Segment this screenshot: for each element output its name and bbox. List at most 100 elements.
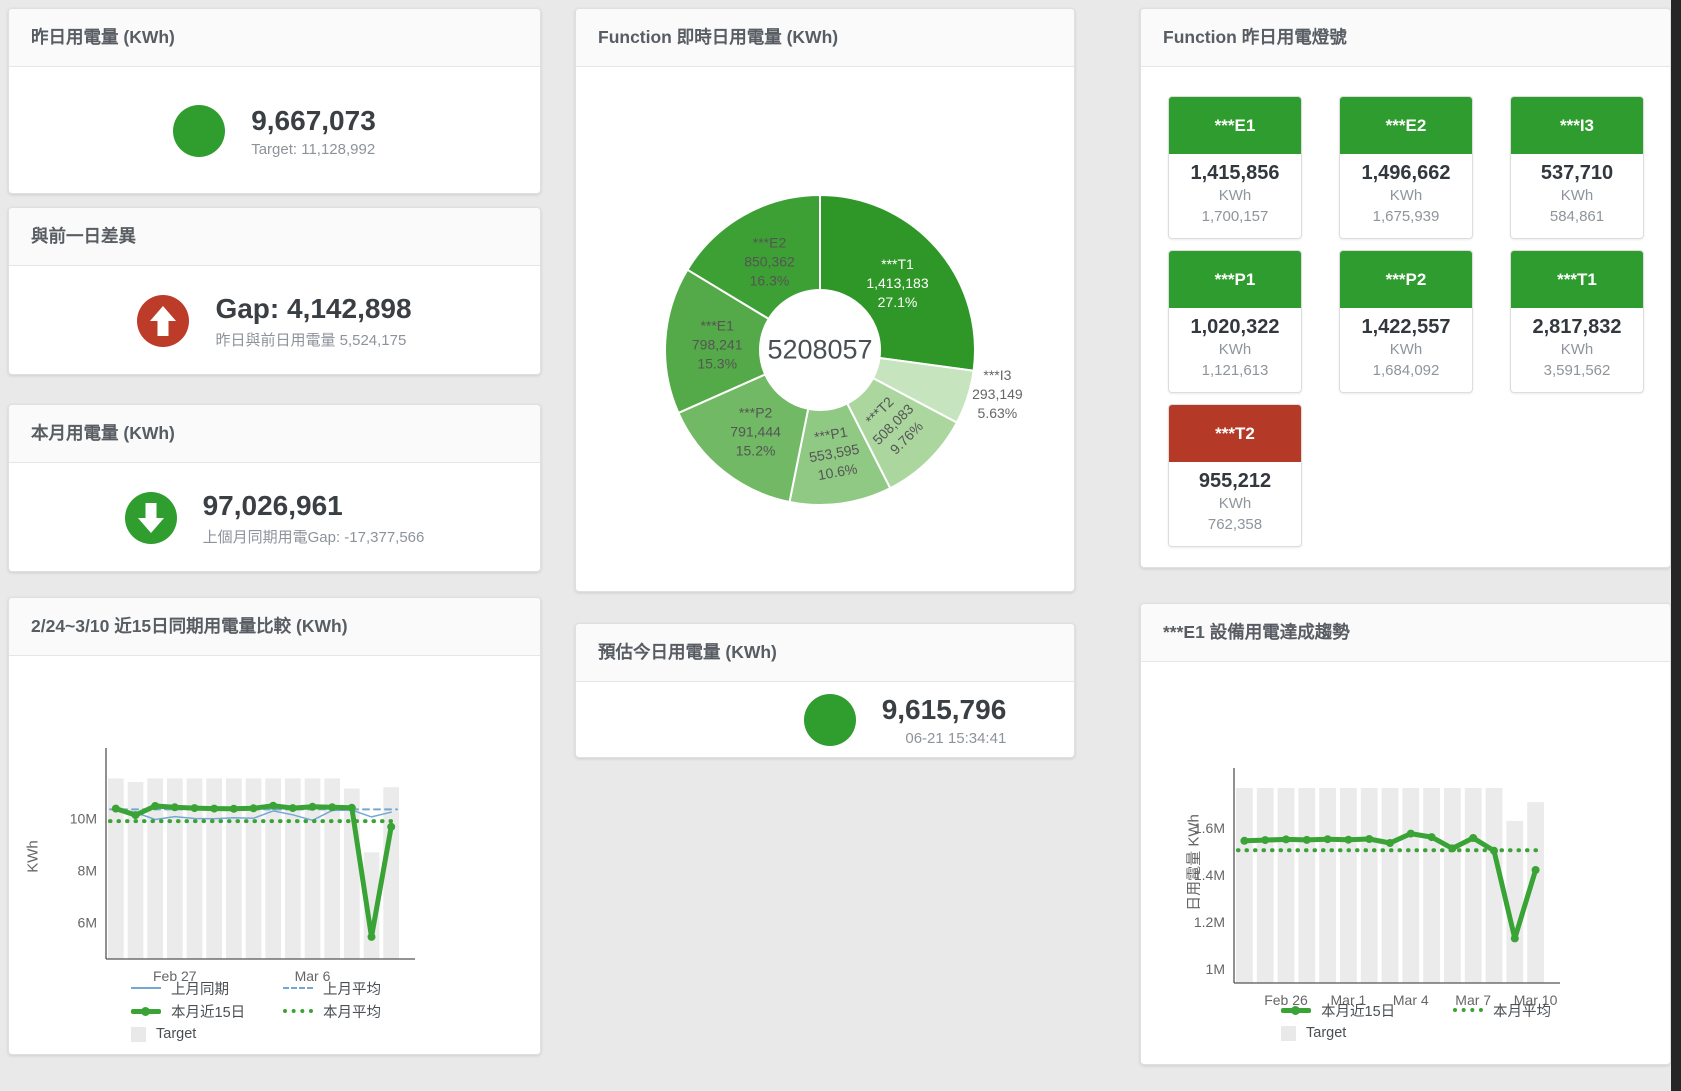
target-bar[interactable] bbox=[1485, 788, 1503, 983]
series-point[interactable] bbox=[1344, 835, 1353, 844]
target-bar[interactable] bbox=[1319, 788, 1336, 983]
target-bar[interactable] bbox=[167, 778, 183, 959]
legend-swatch bbox=[1453, 1008, 1483, 1012]
series-point[interactable] bbox=[1490, 846, 1498, 855]
target-bar[interactable] bbox=[1464, 788, 1482, 983]
y-tick: 1.4M bbox=[1194, 867, 1225, 883]
series-point[interactable] bbox=[1448, 844, 1457, 853]
kpi-value: 9,667,073 bbox=[251, 104, 376, 136]
legend-label: 本月平均 bbox=[323, 1004, 381, 1021]
target-bar[interactable] bbox=[1360, 788, 1378, 983]
series-point[interactable] bbox=[170, 803, 179, 812]
series-point[interactable] bbox=[347, 803, 356, 812]
series-point[interactable] bbox=[1261, 836, 1270, 845]
light-tile-***E1: ***E1 1,415,856 KWh 1,700,157 bbox=[1168, 96, 1302, 239]
target-bar[interactable] bbox=[147, 778, 163, 959]
series-point[interactable] bbox=[269, 801, 278, 810]
target-bar[interactable] bbox=[1444, 788, 1461, 983]
target-bar[interactable] bbox=[1277, 788, 1295, 983]
series-point[interactable] bbox=[288, 804, 297, 813]
status-circle-icon bbox=[803, 694, 856, 746]
tile-unit: KWh bbox=[1560, 187, 1594, 204]
series-point[interactable] bbox=[1302, 835, 1311, 844]
target-bar[interactable] bbox=[127, 782, 144, 959]
series-point[interactable] bbox=[229, 804, 238, 813]
series-point[interactable] bbox=[328, 803, 337, 812]
tile-target: 1,684,092 bbox=[1372, 362, 1440, 379]
card-yesterday-lights: Function 昨日用電燈號 ***E1 1,415,856 KWh 1,700,1… bbox=[1140, 8, 1671, 568]
series-point[interactable] bbox=[1427, 833, 1436, 842]
legend-item-上月平均[interactable]: 上月平均 bbox=[283, 980, 381, 998]
target-bar[interactable] bbox=[186, 778, 203, 959]
card-title: 昨日用電量 (KWh) bbox=[9, 9, 540, 67]
legend-item-本月平均[interactable]: 本月平均 bbox=[1453, 1002, 1551, 1020]
card-e1-trend: ***E1 設備用電達成趨勢 1M 1.2M 1.4M 1.6M Feb 26 Mar 1… bbox=[1140, 603, 1671, 1065]
series-point[interactable] bbox=[1282, 835, 1290, 844]
target-bar[interactable] bbox=[226, 778, 242, 959]
target-bar[interactable] bbox=[108, 778, 124, 959]
legend-swatch bbox=[131, 987, 161, 989]
card-realtime-donut: Function 即時日用電量 (KWh) ***T1 1,413,183 27.1… bbox=[575, 8, 1075, 592]
target-bar[interactable] bbox=[363, 852, 380, 959]
series-point[interactable] bbox=[1365, 835, 1374, 843]
target-bar[interactable] bbox=[1236, 788, 1253, 983]
series-point[interactable] bbox=[210, 804, 219, 813]
series-point[interactable] bbox=[387, 822, 396, 831]
series-point[interactable] bbox=[190, 804, 199, 813]
card-title: Function 即時日用電量 (KWh) bbox=[576, 9, 1074, 67]
y-axis-label: 日用電量 KWh bbox=[1185, 814, 1203, 911]
target-bar[interactable] bbox=[1381, 788, 1399, 983]
donut-slice-***T1[interactable] bbox=[819, 193, 976, 372]
series-point[interactable] bbox=[151, 802, 160, 810]
series-point[interactable] bbox=[1531, 866, 1540, 874]
legend-item-本月平均[interactable]: 本月平均 bbox=[283, 1003, 381, 1021]
series-point[interactable] bbox=[308, 802, 317, 811]
series-point[interactable] bbox=[249, 804, 258, 813]
series-point[interactable] bbox=[1469, 834, 1478, 842]
series-point[interactable] bbox=[1240, 836, 1249, 845]
target-bar[interactable] bbox=[383, 787, 399, 959]
donut-slice-***P2[interactable] bbox=[677, 373, 810, 504]
target-bar[interactable] bbox=[285, 778, 301, 959]
series-point[interactable] bbox=[1323, 835, 1332, 844]
trend-chart[interactable]: 1M 1.2M 1.4M 1.6M Feb 26 Mar 1 Mar 4 Mar 7 Mar 1… bbox=[1141, 604, 1672, 1066]
x-tick: Mar 7 bbox=[1455, 992, 1491, 1008]
target-bar[interactable] bbox=[1256, 788, 1274, 983]
donut-label-***P2: ***P2 791,444 15.2% bbox=[730, 404, 781, 458]
target-bar[interactable] bbox=[1423, 788, 1440, 983]
compare-chart[interactable]: 6M 8M 10M Feb 27 Mar 6 bbox=[9, 598, 542, 1056]
scrollbar[interactable] bbox=[1671, 0, 1681, 1091]
legend-item-Target[interactable]: Target bbox=[131, 1026, 283, 1042]
target-bar[interactable] bbox=[245, 778, 262, 959]
series-point[interactable] bbox=[131, 811, 140, 820]
target-bar[interactable] bbox=[324, 778, 340, 959]
target-bar[interactable] bbox=[1340, 788, 1357, 983]
series-point[interactable] bbox=[1406, 829, 1415, 838]
arrow-down-circle-icon bbox=[124, 491, 177, 544]
target-bar[interactable] bbox=[1527, 802, 1544, 983]
donut-slice-***E1[interactable] bbox=[664, 268, 771, 415]
legend-item-Target[interactable]: Target bbox=[1281, 1025, 1453, 1041]
target-bar[interactable] bbox=[1506, 820, 1524, 983]
legend-item-本月近15日[interactable]: 本月近15日 bbox=[1281, 1002, 1453, 1020]
legend-item-上月同期[interactable]: 上月同期 bbox=[131, 980, 283, 998]
y-tick: 1M bbox=[1206, 961, 1225, 977]
card-today-forecast: 預估今日用電量 (KWh) 9,615,796 06-21 15:34:41 bbox=[575, 623, 1075, 758]
donut-slice-***E2[interactable] bbox=[686, 193, 821, 321]
tile-value: 537,710 bbox=[1540, 162, 1614, 184]
light-tile-***T2: ***T2 955,212 KWh 762,358 bbox=[1168, 404, 1302, 547]
x-tick: Mar 6 bbox=[295, 968, 331, 984]
series-point[interactable] bbox=[1386, 839, 1394, 847]
target-bar[interactable] bbox=[1298, 788, 1316, 983]
target-bar[interactable] bbox=[265, 778, 281, 959]
target-bar[interactable] bbox=[206, 778, 222, 959]
donut-chart[interactable]: ***T1 1,413,183 27.1%***I3 293,149 5.63%***T… bbox=[576, 9, 1076, 593]
target-bar[interactable] bbox=[304, 778, 321, 959]
card-title: 預估今日用電量 (KWh) bbox=[576, 624, 1074, 682]
series-point[interactable] bbox=[1510, 934, 1519, 943]
series-point[interactable] bbox=[111, 804, 120, 813]
legend-swatch bbox=[131, 1006, 161, 1016]
target-bar[interactable] bbox=[1402, 788, 1420, 983]
series-point[interactable] bbox=[367, 932, 376, 941]
legend-item-本月近15日[interactable]: 本月近15日 bbox=[131, 1003, 283, 1021]
